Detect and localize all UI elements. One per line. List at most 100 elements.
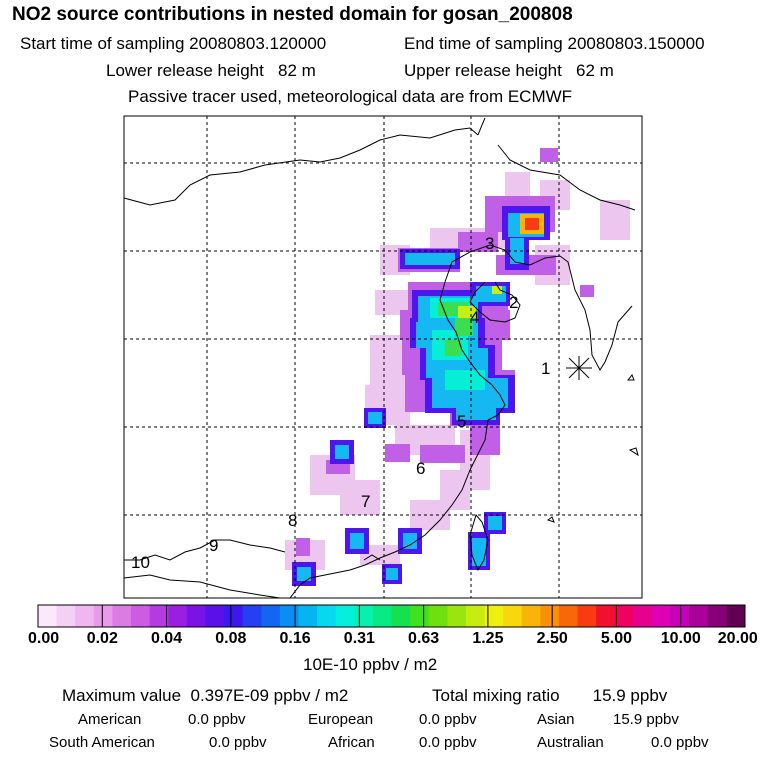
lat-lon-grid xyxy=(124,116,642,598)
colorbar-tick-label: 2.50 xyxy=(536,630,568,647)
page-title: NO2 source contributions in nested domai… xyxy=(12,4,573,25)
colorbar-tick-label: 20.00 xyxy=(717,630,758,647)
colorbar-swatch xyxy=(93,605,113,627)
start-time-label: Start time of sampling xyxy=(20,34,185,53)
colorbar-swatch xyxy=(558,605,578,627)
colorbar-tick-label: 10.00 xyxy=(660,630,701,647)
upper-release-label: Upper release height xyxy=(404,61,562,80)
total-mixing-value: 15.9 ppbv xyxy=(592,686,668,705)
colorbar-swatch xyxy=(168,605,188,627)
american-value: 0.0 ppbv xyxy=(188,711,246,728)
european-label: European xyxy=(308,711,374,728)
region-label-7: 7 xyxy=(361,492,370,511)
colorbar-swatch xyxy=(651,605,671,627)
end-time: End time of sampling 20080803.150000 xyxy=(404,34,705,54)
max-value: Maximum value 0.397E-09 ppbv / m2 xyxy=(62,686,348,706)
colorbar-swatch xyxy=(521,605,541,627)
colorbar-swatch xyxy=(577,605,597,627)
colorbar-tick-label: 0.00 xyxy=(28,630,60,647)
colorbar xyxy=(37,604,746,628)
colorbar-swatch xyxy=(465,605,485,627)
colorbar-swatch xyxy=(242,605,262,627)
colorbar-swatch xyxy=(335,605,355,627)
upper-release-value: 62 m xyxy=(576,61,614,80)
colorbar-swatch xyxy=(633,605,653,627)
region-label-1: 1 xyxy=(541,359,550,378)
region-label-2: 2 xyxy=(509,293,518,312)
tracer-note: Passive tracer used, meteorological data… xyxy=(128,87,573,106)
colorbar-swatch xyxy=(224,605,244,627)
colorbar-tick-label: 5.00 xyxy=(600,630,633,647)
asian-value: 15.9 ppbv xyxy=(613,711,679,728)
african-label: African xyxy=(328,734,375,751)
colorbar-tick-label: 0.63 xyxy=(408,630,440,647)
colorbar-frame xyxy=(37,604,746,628)
concentration-field xyxy=(124,116,642,598)
colorbar-unit-label: 10E-10 ppbv / m2 xyxy=(303,655,438,674)
asian-label: Asian xyxy=(537,711,575,728)
colorbar-swatch xyxy=(261,605,281,627)
colorbar-swatch xyxy=(186,605,206,627)
south-american-value: 0.0 ppbv xyxy=(209,734,267,751)
coastlines xyxy=(124,117,639,598)
colorbar-swatch xyxy=(484,605,504,627)
australian-label: Australian xyxy=(537,734,604,751)
receptor-marker-icon xyxy=(566,356,592,380)
colorbar-tick-label: 0.02 xyxy=(86,630,118,647)
start-time: Start time of sampling 20080803.120000 xyxy=(20,34,326,54)
colorbar-swatch xyxy=(726,605,746,627)
total-mixing-label: Total mixing ratio xyxy=(432,686,560,705)
end-time-value: 20080803.150000 xyxy=(567,34,705,53)
region-label-5: 5 xyxy=(457,412,466,431)
region-label-3: 3 xyxy=(485,234,494,253)
colorbar-swatch xyxy=(707,605,727,627)
colorbar-tick-label: 1.25 xyxy=(472,630,504,647)
lower-release-label: Lower release height xyxy=(106,61,264,80)
european-value: 0.0 ppbv xyxy=(419,711,477,728)
colorbar-swatch xyxy=(503,605,523,627)
region-label-8: 8 xyxy=(288,511,297,530)
colorbar-swatch xyxy=(596,605,616,627)
colorbar-swatch xyxy=(75,605,95,627)
colorbar-swatch xyxy=(354,605,374,627)
end-time-label: End time of sampling xyxy=(404,34,563,53)
max-value-number: 0.397E-09 ppbv / m2 xyxy=(190,686,349,705)
region-label-9: 9 xyxy=(209,536,218,555)
colorbar-tick-label: 0.31 xyxy=(343,630,375,647)
max-value-label: Maximum value xyxy=(62,686,182,705)
region-labels: 1 2 3 4 5 6 7 8 9 10 xyxy=(131,234,550,572)
colorbar-swatch xyxy=(149,605,169,627)
colorbar-swatch xyxy=(298,605,318,627)
colorbar-tick-label: 0.08 xyxy=(215,630,247,647)
colorbar-swatch xyxy=(56,605,76,627)
colorbar-tick-label: 0.04 xyxy=(150,630,183,647)
region-label-10: 10 xyxy=(131,553,150,572)
colorbar-swatch xyxy=(131,605,151,627)
colorbar-swatch xyxy=(428,605,448,627)
american-label: American xyxy=(78,711,142,728)
colorbar-tick-label: 0.16 xyxy=(279,630,311,647)
colorbar-swatch xyxy=(112,605,132,627)
lower-release-value: 82 m xyxy=(278,61,316,80)
colorbar-swatch xyxy=(410,605,430,627)
lower-release-height: Lower release height 82 m xyxy=(106,61,316,81)
african-value: 0.0 ppbv xyxy=(419,734,477,751)
start-time-value: 20080803.120000 xyxy=(189,34,327,53)
region-label-6: 6 xyxy=(416,459,425,478)
colorbar-swatch xyxy=(279,605,299,627)
region-label-4: 4 xyxy=(470,308,479,327)
upper-release-height: Upper release height 62 m xyxy=(404,61,614,81)
colorbar-swatch xyxy=(38,605,58,627)
south-american-label: South American xyxy=(49,734,155,751)
colorbar-swatch xyxy=(391,605,411,627)
colorbar-swatch xyxy=(614,605,634,627)
colorbar-swatch xyxy=(372,605,392,627)
colorbar-swatch xyxy=(689,605,709,627)
total-mixing-ratio: Total mixing ratio 15.9 ppbv xyxy=(432,686,667,706)
colorbar-swatch xyxy=(447,605,467,627)
hotspot-inner xyxy=(525,218,539,230)
map-frame xyxy=(123,115,643,599)
map-figure: 1 2 3 4 5 6 7 8 9 10 xyxy=(37,115,746,628)
australian-value: 0.0 ppbv xyxy=(651,734,709,751)
colorbar-swatch xyxy=(317,605,337,627)
